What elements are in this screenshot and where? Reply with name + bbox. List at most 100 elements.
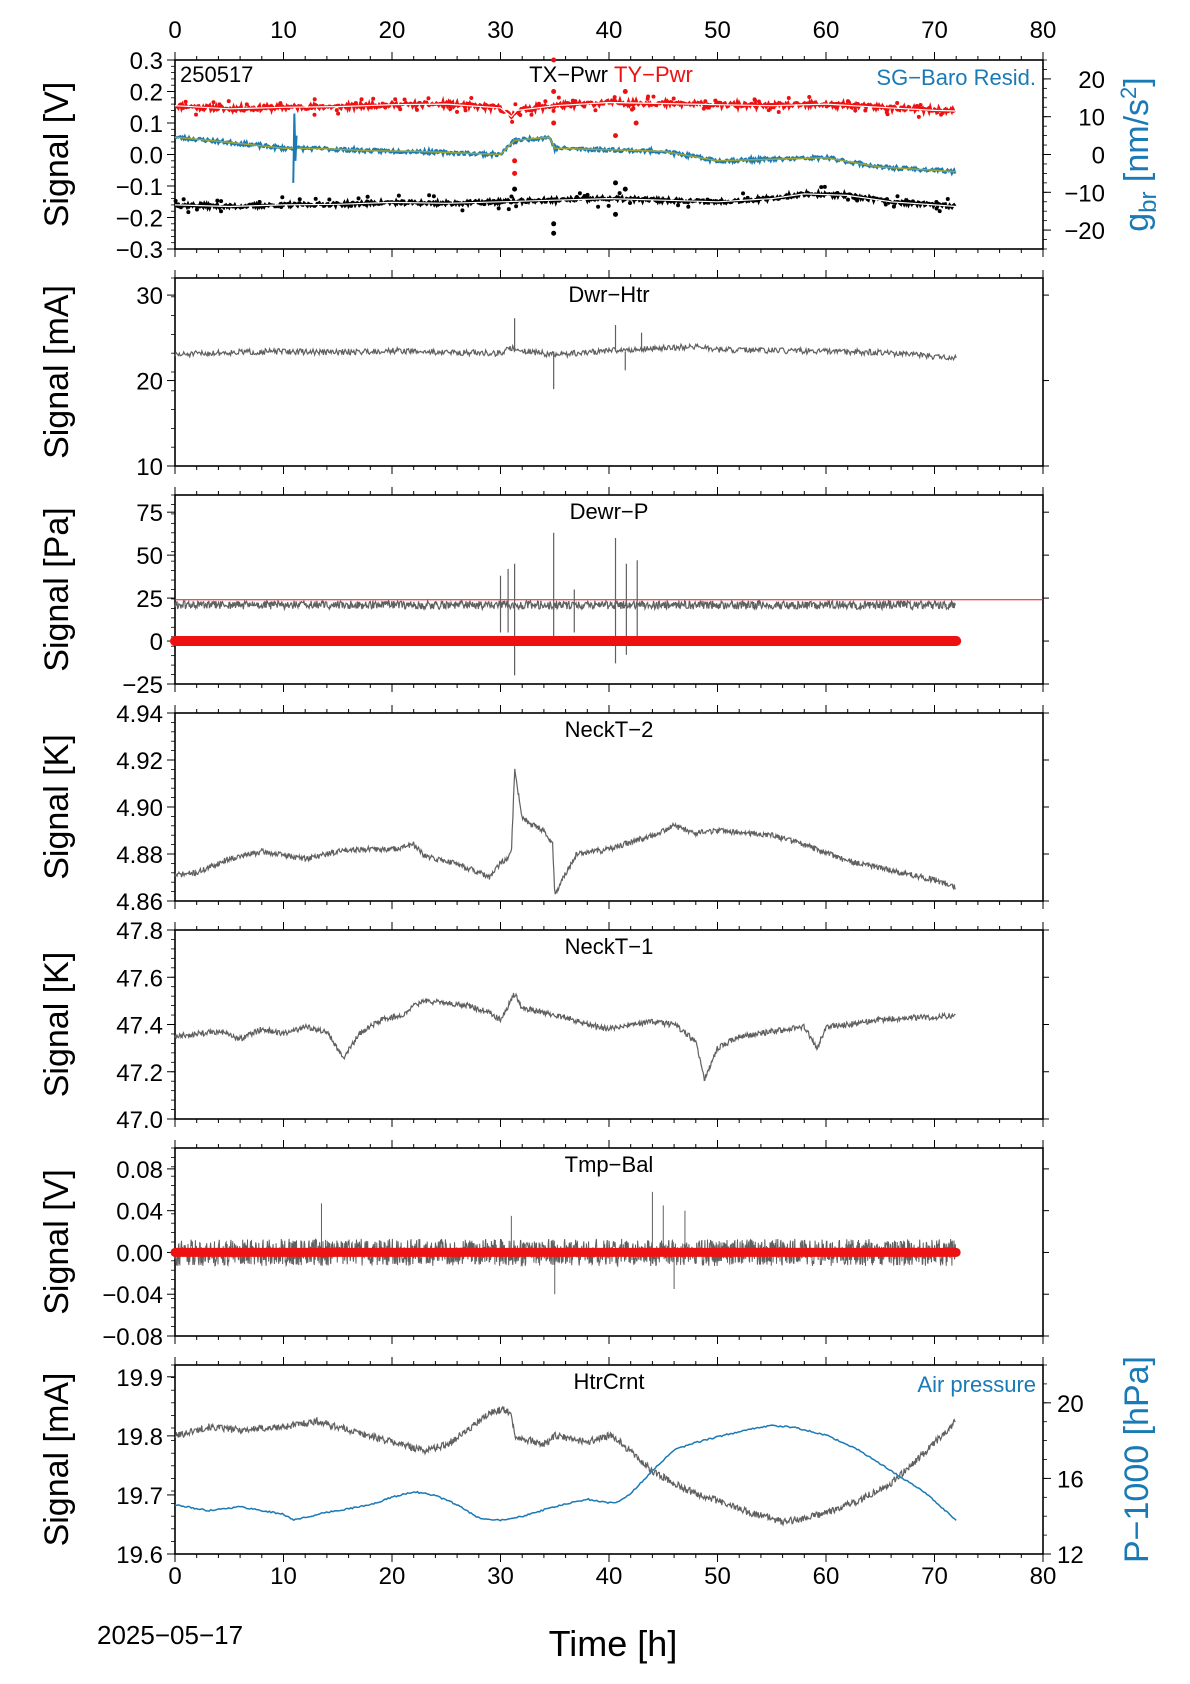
y-axis-label: Signal [mA]: [38, 1373, 76, 1547]
y-tick-label: 0.1: [130, 111, 163, 138]
series-txpwr-point: [431, 194, 436, 199]
x-tick-label-bottom: 40: [596, 1563, 623, 1590]
y-tick-label: 47.0: [116, 1107, 163, 1134]
series-typwr-point: [211, 100, 216, 105]
series-txpwr-point: [460, 208, 465, 213]
series-typwr-point: [551, 108, 556, 113]
series-txpwr-point: [617, 191, 622, 196]
series-dewrp-line: [174, 598, 957, 612]
series-txpwr-outlier: [551, 221, 557, 227]
series-txpwr-point: [937, 209, 942, 214]
y-tick-label: 4.86: [116, 889, 163, 916]
series-txpwr-fit: [174, 193, 957, 208]
series-txpwr-point: [215, 198, 220, 203]
series-typwr-point: [268, 106, 273, 111]
legend-txpwr: TX−Pwr: [529, 62, 608, 87]
series-typwr-point: [646, 94, 651, 99]
series-typwr-point: [383, 105, 388, 110]
series-typwr-point: [863, 108, 868, 113]
series-typwr-point: [217, 102, 222, 107]
y2-label-main: g: [1118, 213, 1156, 232]
x-axis-ticks: 0 0 10 10 20 20 30 30 40 40 50 50 60 60 70 70 80 80: [168, 17, 1056, 1590]
x-tick-label-top: 50: [704, 17, 731, 44]
series-typwr-point: [448, 107, 453, 112]
y-tick-label: 0.08: [116, 1157, 163, 1184]
y-axis-label: Signal [K]: [38, 734, 76, 880]
y-tick-label: 4.90: [116, 795, 163, 822]
series-typwr-point: [855, 101, 860, 106]
series-typwr-line: [174, 95, 956, 120]
series-txpwr-point: [198, 201, 203, 206]
series-txpwr-point: [173, 198, 178, 203]
x-tick-label-bottom: 80: [1030, 1563, 1057, 1590]
series-typwr-point: [398, 107, 403, 112]
series-txpwr-point: [855, 198, 860, 203]
series-typwr-point: [705, 105, 710, 110]
y-tick-label: 30: [136, 283, 163, 310]
series-typwr-point: [612, 95, 617, 100]
x-tick-label-top: 30: [487, 17, 514, 44]
series-typwr-point: [469, 96, 474, 101]
series-txpwr-point: [178, 205, 183, 210]
series-typwr-point: [510, 119, 515, 124]
series-typwr-point: [286, 104, 291, 109]
x-tick-label-bottom: 20: [379, 1563, 406, 1590]
y-tick-label: 47.2: [116, 1060, 163, 1087]
y-tick-label: 47.8: [116, 918, 163, 945]
y-axis-label: Signal [mA]: [38, 285, 76, 459]
series-txpwr-point: [356, 196, 361, 201]
panel-5: 47.8 47.6 47.4 47.2 47.0 Signal [K] NeckT−1: [38, 918, 1049, 1134]
y2-tick-label: 20: [1057, 1391, 1084, 1418]
y2-tick-label: −20: [1064, 218, 1105, 245]
y2-axis-label: P−1000 [hPa]: [1118, 1356, 1156, 1563]
series-typwr-point: [756, 99, 761, 104]
panel-7: 19.9 19.8 19.7 19.6 Signal [mA] 20 16 12 P−1000 …: [38, 1356, 1156, 1569]
series-txpwr-point: [327, 197, 332, 202]
series-typwr-point: [353, 101, 358, 106]
y2-tick-label: 12: [1057, 1542, 1084, 1569]
series-txpwr-point: [883, 202, 888, 207]
series-txpwr-point: [396, 193, 401, 198]
series-typwr-point: [776, 110, 781, 115]
series-typwr-point: [833, 104, 838, 109]
x-tick-label-top: 70: [921, 17, 948, 44]
series-typwr-point: [393, 97, 398, 102]
series-txpwr-point: [176, 202, 181, 207]
series-txpwr-point: [846, 197, 851, 202]
y-tick-label: 19.6: [116, 1542, 163, 1569]
y-tick-label: 19.7: [116, 1483, 163, 1510]
panel-4: 4.94 4.92 4.90 4.88 4.86 Signal [K] NeckT−2: [38, 701, 1049, 916]
series-typwr-point: [582, 104, 587, 109]
series-neckt2-line: [174, 768, 956, 895]
y-tick-label: −0.1: [116, 174, 163, 201]
series-txpwr-outlier: [613, 211, 619, 217]
series-txpwr-outlier: [512, 186, 518, 192]
y2-tick-label: 0: [1092, 143, 1105, 170]
y2-label-unit: [nm/s: [1118, 99, 1156, 192]
y-tick-label: 0.3: [130, 48, 163, 75]
y-tick-label: 0.04: [116, 1199, 163, 1226]
x-tick-label-top: 0: [168, 17, 181, 44]
x-tick-label-top: 60: [813, 17, 840, 44]
series-typwr-outlier: [551, 89, 557, 94]
y2-label-subscript: br: [1135, 192, 1162, 213]
series-txpwr-point: [705, 197, 710, 202]
series-sgbaro-spike: [292, 113, 298, 183]
series-typwr-point: [359, 97, 364, 102]
series-txpwr-point: [349, 203, 354, 208]
x-tick-label-bottom: 30: [487, 1563, 514, 1590]
y-tick-label: 0.2: [130, 80, 163, 107]
series-typwr-point: [916, 114, 921, 119]
series-txpwr-point: [365, 194, 370, 199]
series-txpwr-point: [181, 197, 186, 202]
series-typwr-outlier: [551, 57, 557, 63]
series-txpwr-point: [279, 205, 284, 210]
series-typwr-point: [845, 99, 850, 104]
series-typwr-point: [570, 98, 575, 103]
series-typwr-point: [701, 106, 706, 111]
x-tick-label-bottom: 70: [921, 1563, 948, 1590]
series-typwr-point: [426, 96, 431, 101]
series-txpwr-point: [819, 185, 824, 190]
y-tick-label: 25: [136, 586, 163, 613]
